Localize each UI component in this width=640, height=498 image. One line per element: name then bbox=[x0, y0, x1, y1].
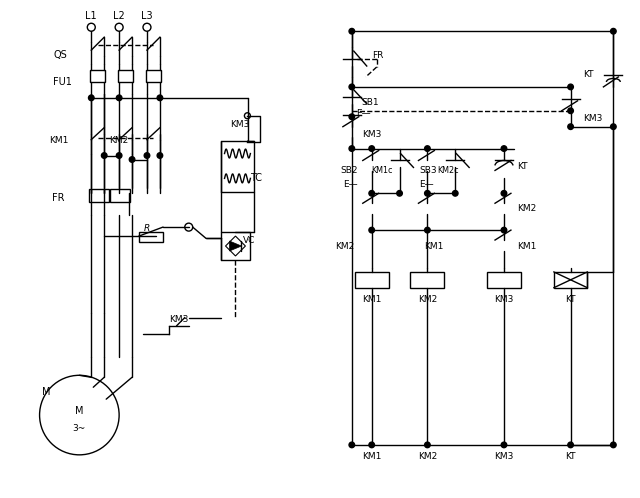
Circle shape bbox=[349, 146, 355, 151]
Text: KM2: KM2 bbox=[109, 136, 129, 145]
Text: KT: KT bbox=[565, 295, 576, 304]
Text: TC: TC bbox=[250, 173, 262, 183]
Text: SB1: SB1 bbox=[362, 98, 380, 108]
Bar bbox=[221, 140, 254, 192]
Circle shape bbox=[424, 146, 430, 151]
Text: KM3: KM3 bbox=[169, 315, 188, 324]
Circle shape bbox=[501, 191, 507, 196]
Circle shape bbox=[185, 223, 193, 231]
Text: KM1: KM1 bbox=[49, 136, 69, 145]
Circle shape bbox=[568, 442, 573, 448]
Circle shape bbox=[369, 442, 374, 448]
Circle shape bbox=[424, 442, 430, 448]
Text: E—: E— bbox=[356, 109, 371, 118]
Circle shape bbox=[501, 146, 507, 151]
Text: SB2: SB2 bbox=[340, 166, 358, 175]
Text: KM2: KM2 bbox=[418, 452, 437, 461]
Circle shape bbox=[116, 95, 122, 101]
Circle shape bbox=[369, 191, 374, 196]
Text: KM3: KM3 bbox=[230, 120, 250, 129]
Circle shape bbox=[349, 84, 355, 90]
Text: L2: L2 bbox=[113, 11, 125, 21]
Text: M: M bbox=[42, 387, 50, 397]
Text: FR: FR bbox=[372, 51, 383, 60]
Circle shape bbox=[568, 84, 573, 90]
Text: KM1c: KM1c bbox=[372, 166, 393, 175]
Circle shape bbox=[244, 113, 250, 119]
Bar bbox=[90, 70, 105, 82]
Circle shape bbox=[88, 95, 94, 101]
Text: QS: QS bbox=[54, 50, 67, 60]
Circle shape bbox=[501, 227, 507, 233]
Text: KM1: KM1 bbox=[517, 242, 536, 250]
Text: KM1: KM1 bbox=[362, 452, 381, 461]
Circle shape bbox=[144, 153, 150, 158]
Circle shape bbox=[87, 23, 95, 31]
Circle shape bbox=[568, 108, 573, 114]
Circle shape bbox=[369, 227, 374, 233]
Circle shape bbox=[611, 28, 616, 34]
Text: VC: VC bbox=[243, 236, 255, 245]
Circle shape bbox=[157, 95, 163, 101]
Circle shape bbox=[397, 191, 403, 196]
Circle shape bbox=[349, 28, 355, 34]
Circle shape bbox=[424, 227, 430, 233]
Text: KM2: KM2 bbox=[335, 242, 355, 250]
Circle shape bbox=[349, 114, 355, 120]
Text: KM1: KM1 bbox=[424, 242, 444, 250]
Text: L1: L1 bbox=[86, 11, 97, 21]
Circle shape bbox=[349, 442, 355, 448]
Text: KM3: KM3 bbox=[362, 130, 381, 139]
Text: KM3: KM3 bbox=[584, 114, 603, 123]
Circle shape bbox=[568, 124, 573, 129]
Circle shape bbox=[424, 191, 430, 196]
Text: L3: L3 bbox=[141, 11, 153, 21]
Text: M: M bbox=[75, 406, 84, 416]
Bar bbox=[221, 232, 250, 260]
Circle shape bbox=[143, 23, 151, 31]
Text: KM2: KM2 bbox=[418, 295, 437, 304]
Text: 3~: 3~ bbox=[73, 424, 86, 433]
Circle shape bbox=[452, 191, 458, 196]
Text: E—: E— bbox=[419, 180, 434, 189]
Bar bbox=[90, 189, 109, 202]
Text: KT: KT bbox=[584, 71, 594, 80]
Text: KM2: KM2 bbox=[517, 204, 536, 213]
Text: KT: KT bbox=[517, 162, 527, 171]
Circle shape bbox=[40, 375, 119, 455]
Text: R: R bbox=[144, 224, 150, 233]
Circle shape bbox=[501, 442, 507, 448]
Text: KM3: KM3 bbox=[494, 295, 514, 304]
Text: KM2c: KM2c bbox=[437, 166, 459, 175]
Circle shape bbox=[101, 153, 107, 158]
Text: E—: E— bbox=[343, 180, 358, 189]
Circle shape bbox=[157, 153, 163, 158]
Bar bbox=[487, 272, 521, 288]
Bar bbox=[118, 70, 133, 82]
Circle shape bbox=[129, 157, 135, 162]
Text: FR: FR bbox=[51, 193, 64, 203]
Bar bbox=[139, 232, 163, 242]
Text: SB3: SB3 bbox=[419, 166, 437, 175]
Text: KM3: KM3 bbox=[494, 452, 514, 461]
Bar bbox=[355, 272, 388, 288]
Circle shape bbox=[115, 23, 123, 31]
Text: FU1: FU1 bbox=[54, 77, 72, 87]
Polygon shape bbox=[230, 241, 241, 251]
Text: KT: KT bbox=[565, 452, 576, 461]
Circle shape bbox=[611, 442, 616, 448]
Bar bbox=[554, 272, 588, 288]
Bar bbox=[110, 189, 130, 202]
Circle shape bbox=[116, 153, 122, 158]
Text: KM1: KM1 bbox=[362, 295, 381, 304]
Circle shape bbox=[611, 124, 616, 129]
Bar bbox=[410, 272, 444, 288]
Bar bbox=[146, 70, 161, 82]
Circle shape bbox=[369, 146, 374, 151]
